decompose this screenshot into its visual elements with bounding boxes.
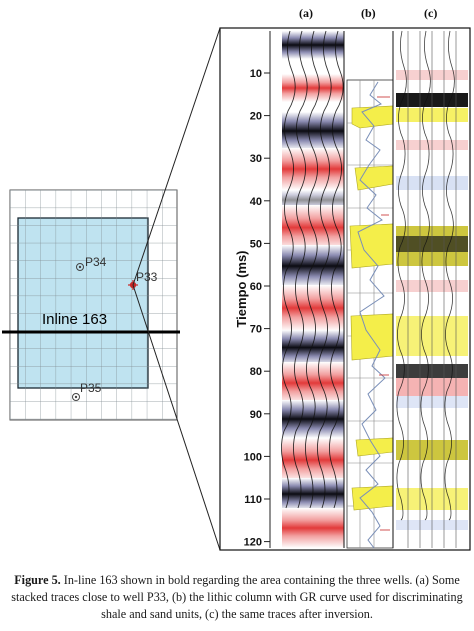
well-label-p35: P35 (80, 381, 102, 395)
panel-b-lithic-column (346, 31, 394, 549)
caption-label: Figure 5. (14, 573, 61, 587)
tick-label-90: 90 (250, 409, 262, 421)
tick-label-110: 110 (244, 494, 262, 506)
callout-line-top (132, 27, 221, 286)
tick-label-30: 30 (250, 153, 262, 165)
panel-c-inverted-traces (396, 30, 468, 548)
tick-label-80: 80 (250, 366, 262, 378)
location-map: Inline 163 P34 P33 P35 (2, 189, 180, 421)
seismic-figure: Inline 163 P34 P33 P35 (a) (b) (c) Tiemp… (2, 6, 471, 551)
tick-label-10: 10 (250, 68, 262, 80)
well-p35: P35 (72, 381, 102, 401)
tick-label-60: 60 (250, 281, 262, 293)
panel-label-a: (a) (299, 6, 313, 20)
well-p33: P33 (128, 270, 158, 290)
tick-label-40: 40 (250, 196, 262, 208)
panel-label-b: (b) (361, 6, 376, 20)
well-label-p33: P33 (136, 270, 158, 284)
well-p34: P34 (76, 255, 107, 271)
tick-label-70: 70 (250, 324, 262, 336)
y-axis-ticks: 10 20 30 40 50 60 70 80 (244, 31, 271, 549)
panel-a-stacked-traces (281, 30, 345, 548)
y-axis-label: Tiempo (ms) (234, 250, 249, 327)
tick-label-100: 100 (244, 451, 262, 463)
panel-label-c: (c) (424, 6, 437, 20)
inline-label: Inline 163 (42, 311, 107, 328)
well-label-p34: P34 (85, 255, 107, 269)
tick-label-20: 20 (250, 111, 262, 123)
tick-label-120: 120 (244, 537, 262, 549)
callout-line-bottom (132, 284, 221, 551)
figure-canvas: Inline 163 P34 P33 P35 (a) (b) (c) Tiemp… (2, 6, 471, 551)
tick-label-50: 50 (250, 238, 262, 250)
figure-caption: Figure 5. In-line 163 shown in bold rega… (6, 572, 468, 623)
caption-text: In-line 163 shown in bold regarding the … (11, 573, 463, 621)
